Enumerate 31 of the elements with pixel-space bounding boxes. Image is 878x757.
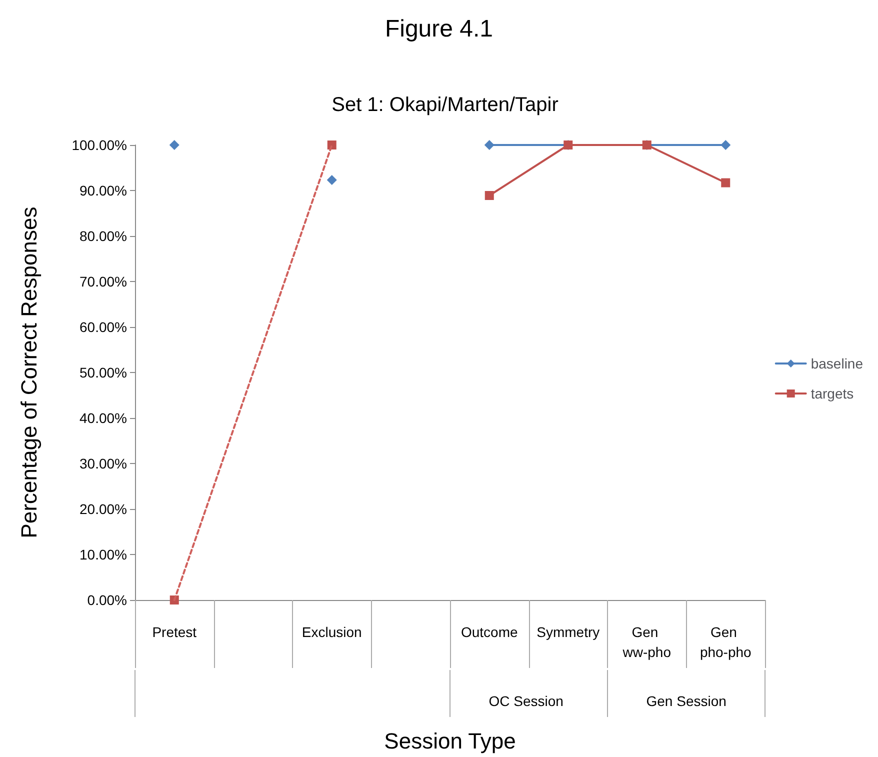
x-tick-label: Outcome [460, 624, 518, 640]
y-tick-label: 0.00% [87, 592, 127, 608]
y-tick-label: 10.00% [80, 546, 127, 562]
x-tick-label: Gen ww-pho [622, 624, 672, 660]
y-tick-label: 30.00% [80, 456, 127, 472]
y-tick-label: 60.00% [80, 319, 127, 335]
y-tick-label: 20.00% [80, 501, 127, 517]
text: OC Session [488, 693, 564, 709]
chart-title: Figure 4.1 [384, 16, 494, 42]
point [720, 140, 731, 150]
y-tick-label: 70.00% [80, 274, 127, 290]
y-tick-label: 50.00% [80, 364, 127, 380]
x-tick-label: Gen pho-pho [700, 624, 752, 660]
legend-label: targets [810, 386, 854, 402]
y-tick-label: 90.00% [80, 182, 127, 198]
x-axis-title: Session Type [384, 728, 516, 754]
y-tick-label: 80.00% [80, 228, 127, 244]
x-tick-label: Pretest [152, 624, 197, 640]
y-tick-label: 100.00% [72, 137, 127, 153]
point [169, 140, 180, 150]
text: Gen Session [646, 693, 726, 709]
legend-label: baseline [810, 356, 864, 372]
y-axis-title: Percentage of Correct Responses [16, 206, 42, 538]
point [484, 191, 494, 200]
y-tick-label: 40.00% [80, 410, 127, 426]
chart-subtitle: Set 1: Okapi/Marten/Tapir [332, 94, 559, 116]
point [721, 178, 730, 188]
point [484, 140, 494, 150]
x-tick-label: Symmetry [536, 624, 600, 640]
x-tick-label: Exclusion [302, 624, 362, 640]
point [326, 175, 337, 186]
